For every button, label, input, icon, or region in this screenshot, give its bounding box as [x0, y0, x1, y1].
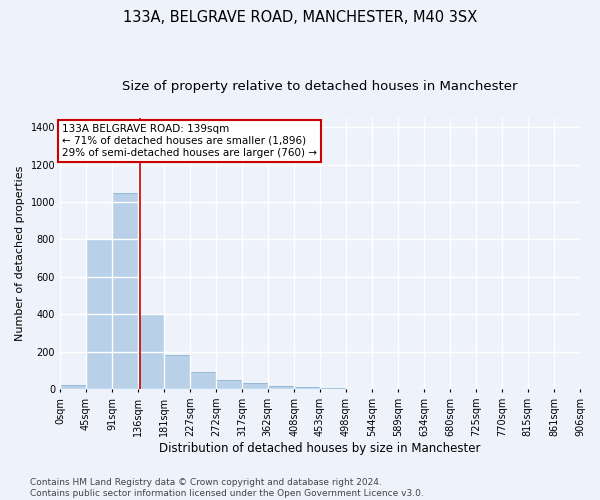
Bar	[190, 372, 216, 390]
Title: Size of property relative to detached houses in Manchester: Size of property relative to detached ho…	[122, 80, 518, 93]
Y-axis label: Number of detached properties: Number of detached properties	[15, 166, 25, 341]
X-axis label: Distribution of detached houses by size in Manchester: Distribution of detached houses by size …	[159, 442, 481, 455]
Text: 133A, BELGRAVE ROAD, MANCHESTER, M40 3SX: 133A, BELGRAVE ROAD, MANCHESTER, M40 3SX	[123, 10, 477, 25]
Text: Contains HM Land Registry data © Crown copyright and database right 2024.
Contai: Contains HM Land Registry data © Crown c…	[30, 478, 424, 498]
Bar	[112, 192, 138, 390]
Bar	[216, 380, 242, 390]
Bar	[320, 388, 346, 390]
Bar	[138, 314, 164, 390]
Bar	[164, 354, 190, 390]
Bar	[60, 384, 86, 390]
Bar	[86, 240, 112, 390]
Bar	[346, 388, 372, 390]
Bar	[242, 383, 268, 390]
Bar	[294, 387, 320, 390]
Bar	[268, 386, 294, 390]
Text: 133A BELGRAVE ROAD: 139sqm
← 71% of detached houses are smaller (1,896)
29% of s: 133A BELGRAVE ROAD: 139sqm ← 71% of deta…	[62, 124, 317, 158]
